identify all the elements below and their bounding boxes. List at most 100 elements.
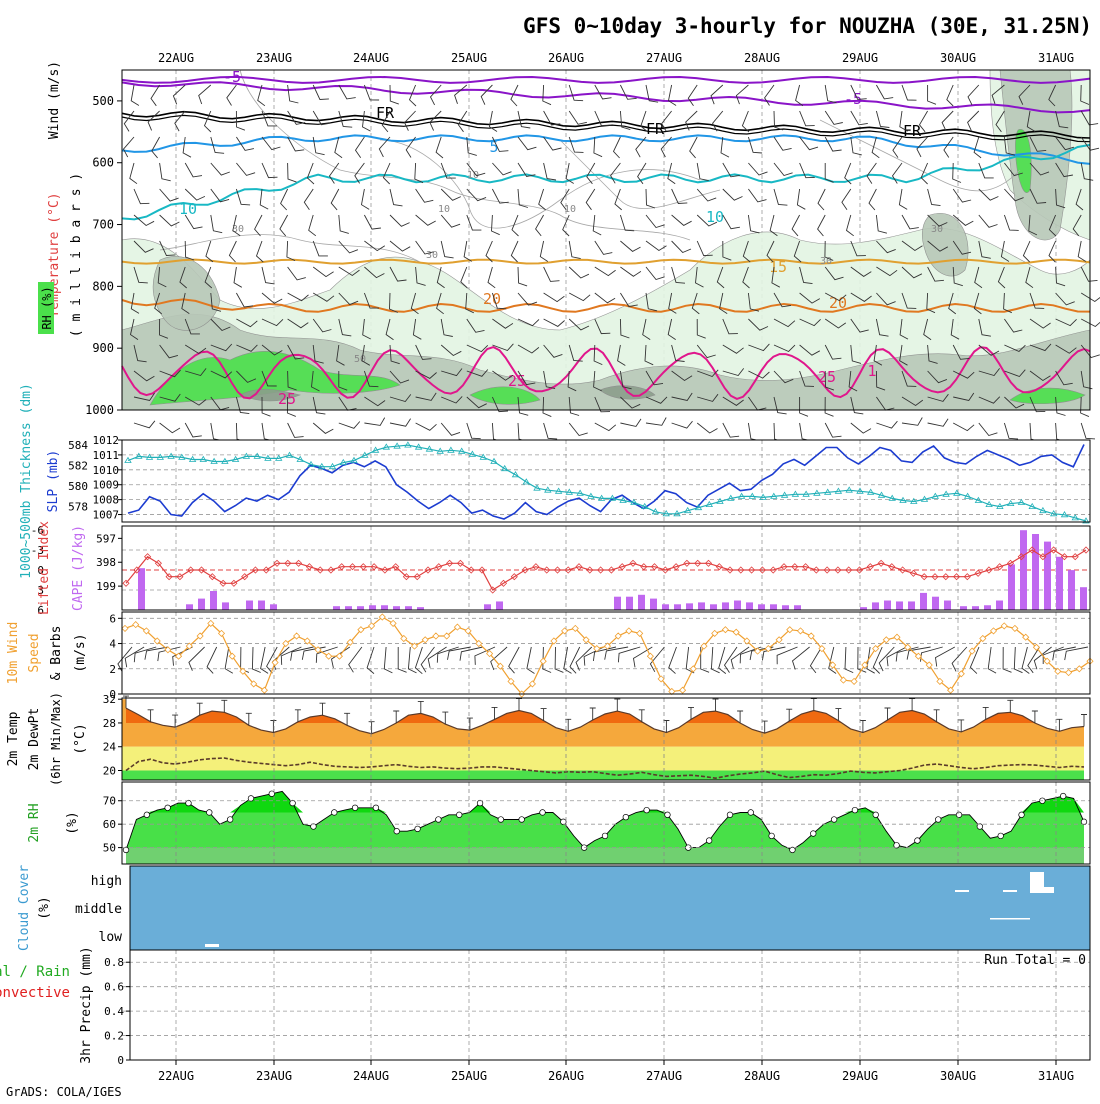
cape-bar: [258, 600, 265, 610]
upper-wind-barb: [363, 84, 380, 101]
date-label-bottom: 29AUG: [842, 1069, 878, 1083]
thickness-marker: [910, 497, 918, 504]
upper-wind-barb: [619, 214, 635, 232]
thickness-marker: [974, 496, 983, 503]
cape-bar: [944, 600, 951, 610]
upper-wind-barb: [185, 368, 207, 377]
wind-speed-marker: [453, 623, 461, 631]
upper-wind-barb: [338, 110, 353, 128]
upper-wind-barb: [312, 318, 332, 333]
upper-wind-barb: [130, 292, 140, 314]
upper-wind-barb: [696, 240, 713, 257]
temp-tick-label: 20: [103, 764, 116, 777]
temp-minmax: [344, 712, 351, 726]
surface-wind-barb: [1002, 646, 1012, 673]
upper-wind-barb: [817, 188, 826, 211]
upper-wind-barb: [722, 214, 740, 230]
upper-wind-barb: [159, 214, 180, 227]
slp-tick-label: 1008: [93, 494, 120, 507]
upper-wind-barb: [876, 420, 898, 429]
lifted-index-marker: [661, 566, 669, 574]
upper-wind-barb: [927, 214, 948, 227]
upper-wind-barb: [312, 344, 324, 364]
upper-wind-barb: [159, 162, 171, 182]
upper-wind-barb: [1029, 136, 1047, 152]
upper-wind-barb: [722, 368, 745, 377]
wind-speed-marker: [378, 613, 386, 621]
upper-wind-barb: [898, 188, 908, 210]
wind-speed-marker: [1043, 657, 1051, 665]
ylabel-temp2: 2m DewPt: [27, 708, 42, 771]
upper-wind-barb: [899, 318, 909, 340]
lifted-index-marker: [845, 566, 853, 574]
surface-wind-barb: [490, 646, 508, 671]
rh-legend-swatch: [38, 282, 54, 334]
lifted-index-marker: [424, 566, 432, 574]
upper-wind-barb: [210, 188, 230, 203]
upper-wind-barb: [712, 110, 724, 132]
upper-wind-barb: [543, 266, 560, 282]
upper-wind-barb: [1077, 240, 1087, 262]
thickness-marker: [565, 488, 574, 495]
upper-wind-barb: [385, 318, 394, 341]
upper-wind-barb: [235, 188, 251, 206]
upper-wind-barb: [876, 292, 896, 306]
upper-wind-barb: [232, 214, 241, 237]
upper-wind-barb: [927, 418, 949, 427]
wind-speed-marker: [764, 645, 772, 653]
date-axis: 22AUG 22AUG 23AUG 23AUG 24AUG 24AUG 25AUG 25AUG…: [158, 51, 1074, 1083]
ylabel-wind4: (m/s): [73, 633, 88, 672]
contour-label: 10: [706, 208, 724, 226]
wind-speed-marker: [260, 686, 268, 694]
rh-tick-label: 50: [103, 842, 116, 855]
upper-wind-barb: [873, 344, 883, 366]
isotherm-15: [121, 258, 1091, 265]
upper-wind-barb: [950, 318, 960, 340]
date-label-bottom: 27AUG: [646, 1069, 682, 1083]
lifted-index-marker: [575, 563, 583, 571]
upper-wind-barb: [614, 188, 622, 211]
upper-wind-barb: [338, 84, 356, 100]
upper-wind-barb: [635, 136, 647, 158]
temp-minmax: [491, 706, 498, 720]
upper-wind-barb: [415, 266, 426, 286]
thickness-marker: [371, 446, 380, 453]
upper-wind-barb: [568, 240, 581, 260]
isotherm-25: [121, 346, 1091, 400]
thickness-marker: [167, 452, 175, 459]
rh-marker: [247, 795, 255, 802]
upper-wind-barb: [901, 417, 923, 426]
upper-wind-barb: [850, 240, 866, 257]
li-tick-label: -3: [31, 544, 44, 557]
upper-wind-barb: [159, 318, 169, 339]
thickness-tick-label: 582: [68, 460, 88, 473]
upper-wind-barb: [594, 318, 611, 335]
upper-wind-barb: [389, 240, 411, 252]
upper-wind-barb: [967, 84, 980, 106]
upper-wind-barb: [517, 136, 537, 151]
thickness-marker: [253, 452, 261, 459]
lifted-index-marker: [532, 563, 540, 571]
upper-wind-barb: [517, 396, 529, 416]
upper-wind-barb: [410, 292, 419, 315]
surface-wind-barb: [420, 646, 435, 673]
cape-bar: [698, 602, 705, 610]
pressure-tick-label: 600: [92, 156, 114, 170]
upper-wind-barb: [824, 266, 844, 281]
cape-bar: [138, 568, 145, 610]
upper-wind-barb: [254, 214, 263, 237]
upper-wind-barb: [875, 110, 890, 128]
upper-wind-barb: [1055, 188, 1066, 209]
rh-marker: [810, 830, 817, 837]
cape-bar: [270, 604, 277, 610]
upper-wind-barb: [261, 266, 275, 285]
upper-wind-barb: [354, 162, 365, 184]
upper-wind-barb: [130, 84, 140, 106]
surface-wind-barb: [542, 646, 552, 673]
upper-wind-barb: [637, 162, 647, 185]
upper-wind-barb: [927, 266, 944, 282]
lifted-index-marker: [650, 563, 659, 571]
wind-speed-marker: [1000, 622, 1008, 630]
thickness-marker: [307, 460, 315, 467]
surface-wind-barb: [569, 646, 581, 674]
